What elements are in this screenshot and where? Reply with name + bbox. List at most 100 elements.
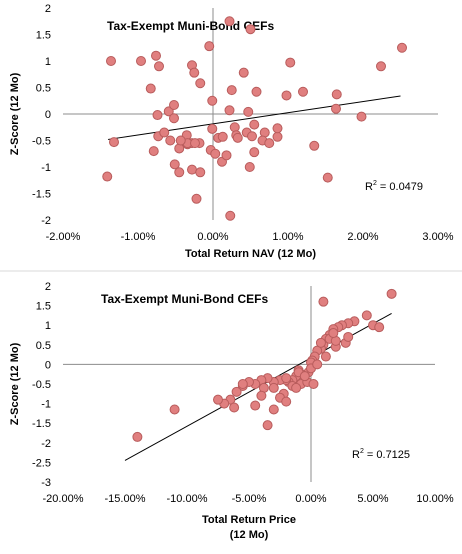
data-point [217,131,228,142]
data-point [356,111,367,122]
data-point [386,288,397,299]
data-point [109,137,119,148]
data-point [331,89,342,100]
x-axis-title-line2: (12 Mo) [230,529,269,541]
data-point [318,296,329,307]
data-point [151,50,161,61]
y-tick-label: -1.5 [32,418,51,430]
data-point [191,193,202,204]
data-point [281,396,292,407]
data-point [195,78,206,89]
data-point [189,67,200,78]
y-tick-label: 1.5 [36,30,51,42]
y-tick-label: 1 [45,320,51,332]
data-point [237,379,248,389]
y-tick-label: -1 [41,162,51,174]
data-point [169,159,180,170]
data-point [169,404,180,415]
x-tick-label: -15.00% [105,493,146,505]
r-squared-label: R2 = 0.7125 [352,448,410,461]
data-point [312,359,323,370]
y-tick-label: -1.5 [32,189,51,201]
data-point [187,164,197,175]
data-point [204,41,215,52]
x-tick-label: 1.00% [272,231,303,243]
data-point [106,56,116,66]
data-point [249,119,260,130]
y-tick-label: 0 [45,359,51,371]
data-point [229,402,240,413]
data-point [132,431,143,442]
x-tick-label: 2.00% [347,231,378,243]
x-tick-label: -20.00% [43,493,84,505]
data-point [322,172,333,183]
data-point [264,138,275,149]
x-axis-title: Total Return NAV (12 Mo) [185,248,316,260]
y-axis-title: Z-Score (12 Mo) [9,342,21,425]
data-point [148,146,159,157]
x-tick-label: -10.00% [167,493,208,505]
data-point [207,123,218,134]
data-point [231,386,242,397]
y-tick-label: -0.5 [32,379,51,391]
data-point [315,337,326,348]
y-tick-label: 2 [45,281,51,293]
data-point [207,95,218,106]
data-point [195,167,206,178]
data-point [376,61,386,72]
y-tick-label: -2 [41,438,51,450]
data-point [238,67,249,78]
data-point [299,371,310,382]
x-tick-label: 3.00% [422,231,453,243]
data-point [256,390,267,401]
data-point [174,167,185,178]
y-tick-label: -2 [41,215,51,227]
data-point [249,147,260,158]
data-point [174,143,185,154]
data-point [272,123,283,134]
data-point [309,140,320,151]
y-tick-label: 2 [45,3,51,15]
data-point [229,122,240,133]
data-point [281,373,292,384]
y-axis-title: Z-Score (12 Mo) [9,72,21,155]
data-point [291,382,302,393]
y-tick-label: -1 [41,399,51,411]
data-point [163,106,174,117]
data-point [374,322,385,333]
data-point [169,113,179,124]
data-point [136,56,146,66]
data-point [247,131,257,142]
data-point [169,99,179,110]
y-tick-label: 1 [45,56,51,68]
x-tick-label: 10.00% [416,493,454,505]
x-tick-label: -5.00% [232,493,267,505]
data-point [225,210,236,221]
data-point [285,57,296,68]
data-point [243,106,254,117]
data-point [250,400,261,411]
data-point [175,135,186,146]
data-point [210,148,221,159]
y-tick-label: 0.5 [36,340,51,352]
y-tick-label: -2.5 [32,457,51,469]
data-point [145,83,156,94]
y-tick-label: 0.5 [36,83,51,95]
data-point [328,328,339,339]
data-point [221,150,232,161]
data-point [262,420,273,431]
x-tick-label: 0.00% [197,231,228,243]
data-point [190,138,200,149]
data-point [152,110,163,121]
data-point [361,310,372,321]
x-tick-label: 5.00% [357,493,388,505]
data-point [320,351,331,362]
data-point [251,86,262,97]
y-tick-label: 0 [45,109,51,121]
data-point [298,86,308,97]
x-tick-label: -1.00% [121,231,156,243]
x-axis-title: Total Return Price [202,514,296,526]
data-point [224,105,235,116]
chart-2: 2 1.5 1 0.5 0 -0.5 -1 -1.5 -2 -2.5 -3 -20.00% -15.00… [9,281,454,541]
